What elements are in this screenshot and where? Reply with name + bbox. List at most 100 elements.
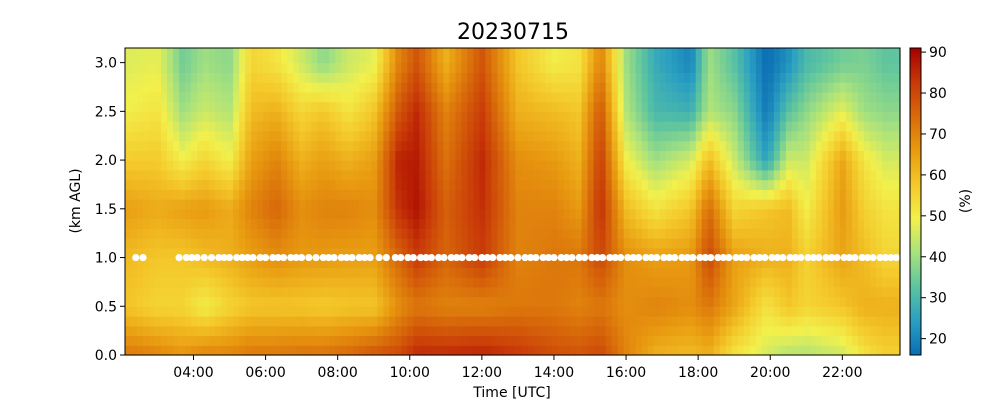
profile-marker — [887, 253, 895, 262]
heatmap-cell — [869, 247, 877, 259]
heatmap-cell — [329, 325, 336, 337]
heatmap-cell — [125, 48, 132, 54]
heatmap-cell — [665, 218, 673, 229]
heatmap-cell — [209, 345, 216, 356]
heatmap-cell — [767, 325, 775, 337]
heatmap-cell — [599, 257, 607, 268]
heatmap-cell — [215, 179, 222, 190]
heatmap-cell — [407, 140, 414, 151]
heatmap-cell — [845, 228, 853, 239]
heatmap-cell — [665, 247, 673, 259]
heatmap-cell — [737, 345, 745, 356]
heatmap-cell — [563, 140, 571, 151]
heatmap-cell — [665, 48, 673, 54]
heatmap-cell — [731, 189, 739, 200]
heatmap-cell — [299, 121, 306, 132]
heatmap-cell — [269, 121, 276, 132]
heatmap-cell — [425, 335, 432, 346]
heatmap-cell — [203, 111, 210, 122]
heatmap-cell — [785, 160, 793, 171]
heatmap-cell — [209, 160, 216, 171]
heatmap-cell — [665, 101, 673, 112]
heatmap-cell — [647, 335, 655, 346]
heatmap-cell — [599, 247, 607, 259]
heatmap-cell — [797, 277, 805, 288]
profile-marker — [809, 253, 818, 262]
heatmap-cell — [131, 189, 138, 200]
heatmap-cell — [521, 52, 529, 64]
heatmap-cell — [311, 208, 318, 220]
heatmap-cell — [629, 316, 637, 327]
heatmap-cell — [215, 140, 222, 151]
heatmap-cell — [689, 160, 697, 171]
heatmap-cell — [611, 208, 619, 220]
heatmap-cell — [809, 72, 817, 83]
heatmap-cell — [443, 296, 451, 307]
heatmap-cell — [695, 199, 703, 210]
heatmap-cell — [539, 228, 547, 239]
heatmap-cell — [617, 218, 625, 229]
heatmap-cell — [371, 306, 378, 317]
heatmap-cell — [539, 189, 547, 200]
heatmap-cell — [521, 238, 529, 249]
heatmap-cell — [245, 62, 252, 73]
heatmap-cell — [467, 228, 475, 239]
heatmap-cell — [563, 62, 571, 73]
heatmap-cell — [509, 111, 517, 122]
heatmap-cell — [149, 238, 156, 249]
heatmap-cell — [437, 72, 445, 83]
heatmap-cell — [347, 52, 354, 64]
heatmap-cell — [779, 199, 787, 210]
heatmap-cell — [623, 62, 631, 73]
heatmap-cell — [209, 238, 216, 249]
heatmap-cell — [215, 306, 222, 317]
heatmap-cell — [707, 306, 715, 317]
heatmap-cell — [359, 247, 366, 259]
heatmap-cell — [149, 306, 156, 317]
heatmap-cell — [401, 160, 408, 171]
heatmap-cell — [893, 150, 901, 161]
heatmap-cell — [149, 82, 156, 93]
heatmap-cell — [521, 150, 529, 161]
heatmap-cell — [569, 150, 577, 161]
heatmap-cell — [521, 82, 529, 93]
heatmap-cell — [683, 335, 691, 346]
heatmap-cell — [815, 228, 823, 239]
heatmap-cell — [809, 296, 817, 307]
heatmap-cell — [851, 345, 859, 356]
heatmap-cell — [239, 72, 246, 83]
heatmap-cell — [311, 62, 318, 73]
heatmap-cell — [533, 238, 541, 249]
heatmap-cell — [377, 316, 384, 327]
heatmap-cell — [701, 52, 709, 64]
heatmap-cell — [497, 208, 505, 220]
heatmap-cell — [395, 91, 402, 103]
heatmap-cell — [161, 82, 168, 93]
heatmap-cell — [605, 72, 613, 83]
heatmap-cell — [611, 62, 619, 73]
heatmap-cell — [497, 228, 505, 239]
heatmap-cell — [557, 325, 565, 337]
heatmap-cell — [131, 179, 138, 190]
heatmap-cell — [323, 111, 330, 122]
heatmap-cell — [533, 208, 541, 220]
heatmap-cell — [185, 111, 192, 122]
profile-marker — [319, 253, 327, 262]
heatmap-cell — [143, 257, 150, 268]
heatmap-cell — [671, 238, 679, 249]
heatmap-cell — [653, 111, 661, 122]
heatmap-cell — [587, 247, 595, 259]
colorbar-gradient — [909, 47, 922, 356]
heatmap-cell — [749, 218, 757, 229]
heatmap-cell — [467, 345, 475, 356]
heatmap-cell — [881, 296, 889, 307]
heatmap-cell — [491, 267, 499, 278]
heatmap-cell — [815, 101, 823, 112]
heatmap-cell — [503, 286, 511, 298]
heatmap-cell — [275, 306, 282, 317]
heatmap-cell — [845, 101, 853, 112]
profile-marker — [653, 253, 661, 262]
heatmap-cell — [413, 228, 420, 239]
heatmap-cell — [611, 199, 619, 210]
heatmap-cell — [653, 91, 661, 103]
